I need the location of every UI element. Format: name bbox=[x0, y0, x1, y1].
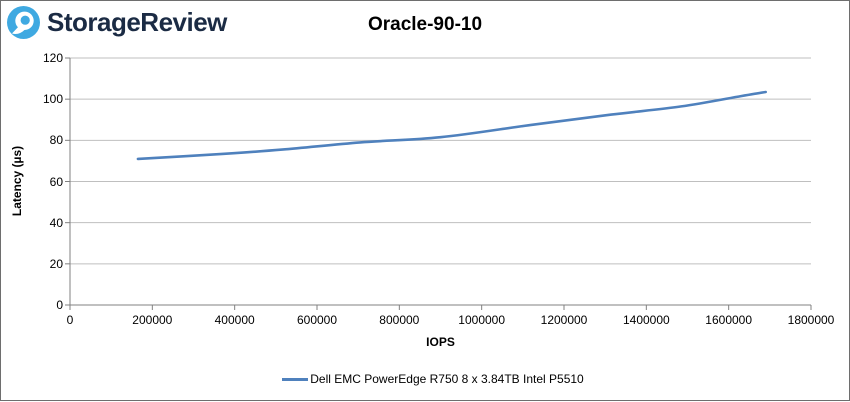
y-axis-title: Latency (µs) bbox=[10, 145, 24, 217]
x-tick-label: 1400000 bbox=[622, 313, 670, 327]
y-tick-label: 80 bbox=[49, 133, 63, 148]
gridlines bbox=[70, 57, 811, 265]
x-tick-label: 800000 bbox=[379, 313, 420, 327]
legend-label: Dell EMC PowerEdge R750 8 x 3.84TB Intel… bbox=[310, 372, 584, 386]
y-tick-label: 40 bbox=[49, 215, 63, 230]
legend: Dell EMC PowerEdge R750 8 x 3.84TB Intel… bbox=[9, 372, 850, 386]
legend-line-swatch bbox=[282, 377, 309, 381]
x-tick-label: 200000 bbox=[132, 313, 173, 327]
x-tick-label: 1600000 bbox=[705, 313, 753, 327]
brand-header: StorageReview bbox=[7, 5, 227, 39]
series-lines bbox=[136, 90, 767, 161]
y-tick-label: 100 bbox=[42, 92, 63, 107]
storagereview-logo-icon bbox=[7, 5, 40, 39]
series-line bbox=[136, 90, 767, 161]
y-tick-label: 0 bbox=[56, 298, 63, 312]
y-tick-label: 60 bbox=[49, 174, 63, 189]
x-tick-label: 1200000 bbox=[540, 313, 588, 327]
x-tick-label: 600000 bbox=[296, 313, 338, 327]
x-tick-label: 1800000 bbox=[787, 313, 835, 327]
axes bbox=[65, 57, 812, 310]
x-axis-title: IOPS bbox=[426, 335, 455, 349]
x-tick-label: 0 bbox=[66, 313, 74, 327]
legend-item: Dell EMC PowerEdge R750 8 x 3.84TB Intel… bbox=[282, 372, 584, 386]
y-tick-label: 20 bbox=[49, 256, 63, 271]
brand-wordmark: StorageReview bbox=[47, 7, 227, 37]
x-tick-label: 1000000 bbox=[458, 313, 506, 327]
chart-title: Oracle-90-10 bbox=[367, 14, 483, 35]
y-tick-label: 120 bbox=[42, 51, 63, 65]
x-tick-label: 400000 bbox=[214, 313, 255, 327]
